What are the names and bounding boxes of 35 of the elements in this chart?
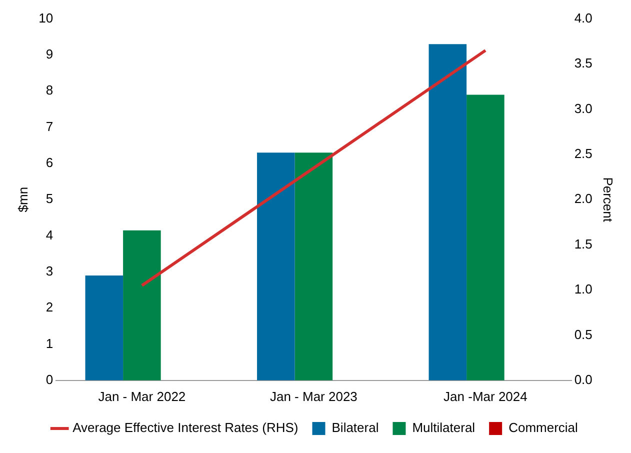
bar [123, 230, 161, 380]
y-tick-label: 6 [46, 155, 54, 170]
y-tick-label: 10 [38, 10, 54, 26]
y-tick-label: 0 [46, 372, 54, 387]
legend-label: Multilateral [412, 420, 476, 436]
y-tick-label: 1 [46, 336, 54, 351]
legend-label: Average Effective Interest Rates (RHS) [72, 420, 298, 436]
y2-tick-label: 0.5 [574, 326, 592, 342]
y2-axis-title: Percent [600, 177, 616, 222]
y-axis-title: $mn [15, 186, 30, 212]
y-tick-label: 7 [46, 118, 54, 134]
legend-label: Bilateral [332, 420, 379, 436]
y2-tick-label: 2.5 [574, 146, 592, 161]
bar [428, 44, 467, 380]
y-tick-label: 5 [46, 191, 54, 206]
y2-tick-label: 1.0 [574, 282, 592, 297]
legend-label: Commercial [508, 420, 578, 436]
y2-tick-label: 1.5 [574, 236, 592, 252]
bar [294, 152, 333, 380]
y2-tick-label: 2.0 [574, 191, 592, 206]
y-tick-label: 2 [46, 300, 54, 315]
y-tick-label: 8 [46, 82, 54, 98]
y2-tick-label: 0.0 [574, 372, 592, 387]
y2-tick-label: 3.5 [574, 56, 592, 71]
y-tick-label: 3 [46, 264, 54, 278]
bar [257, 152, 295, 380]
x-tick-label: Jan - Mar 2023 [270, 388, 358, 404]
x-tick-label: Jan - Mar 2022 [98, 388, 186, 404]
x-tick-label: Jan -Mar 2024 [444, 388, 528, 404]
y2-tick-label: 4.0 [574, 10, 592, 26]
bar [466, 94, 504, 380]
y2-tick-label: 3.0 [574, 100, 592, 116]
y-tick-label: 4 [46, 227, 54, 242]
y-tick-label: 9 [46, 46, 54, 62]
bar [85, 276, 124, 380]
